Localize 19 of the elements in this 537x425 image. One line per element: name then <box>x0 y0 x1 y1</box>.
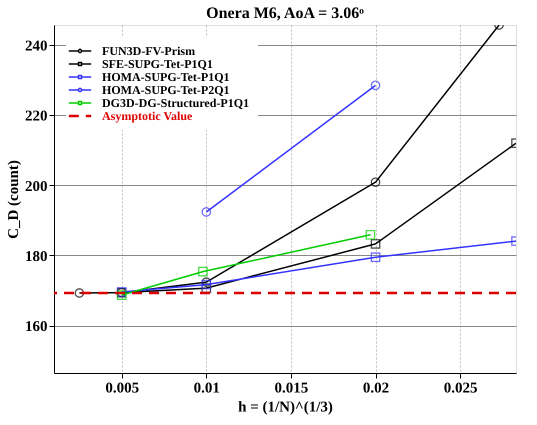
x-tick-label: 0.01 <box>194 380 220 396</box>
legend-label: DG3D-DG-Structured-P1Q1 <box>102 96 250 110</box>
y-tick-label: 180 <box>25 248 48 265</box>
y-tick-label: 240 <box>25 38 48 54</box>
legend-label: Asymptotic Value <box>102 109 194 123</box>
x-tick-label: 0.025 <box>444 380 478 396</box>
y-tick-label: 160 <box>25 319 48 336</box>
y-tick-label: 220 <box>25 108 48 125</box>
legend-label: HOMA-SUPG-Tet-P2Q1 <box>102 83 230 97</box>
x-axis-title: h = (1/N)^(1/3) <box>238 400 333 416</box>
legend-label: SFE-SUPG-Tet-P1Q1 <box>102 57 213 71</box>
legend-label: HOMA-SUPG-Tet-P1Q1 <box>102 70 230 84</box>
x-tick-label: 0.005 <box>105 380 140 396</box>
y-axis-title: C_D (count) <box>6 160 22 239</box>
legend-label: FUN3D-FV-Prism <box>102 44 196 58</box>
x-tick-label: 0.02 <box>362 380 390 396</box>
x-tick-label: 0.015 <box>274 380 308 396</box>
y-tick-label: 200 <box>25 178 48 195</box>
chart-title: Onera M6, AoA = 3.06ᵒ <box>206 5 364 22</box>
